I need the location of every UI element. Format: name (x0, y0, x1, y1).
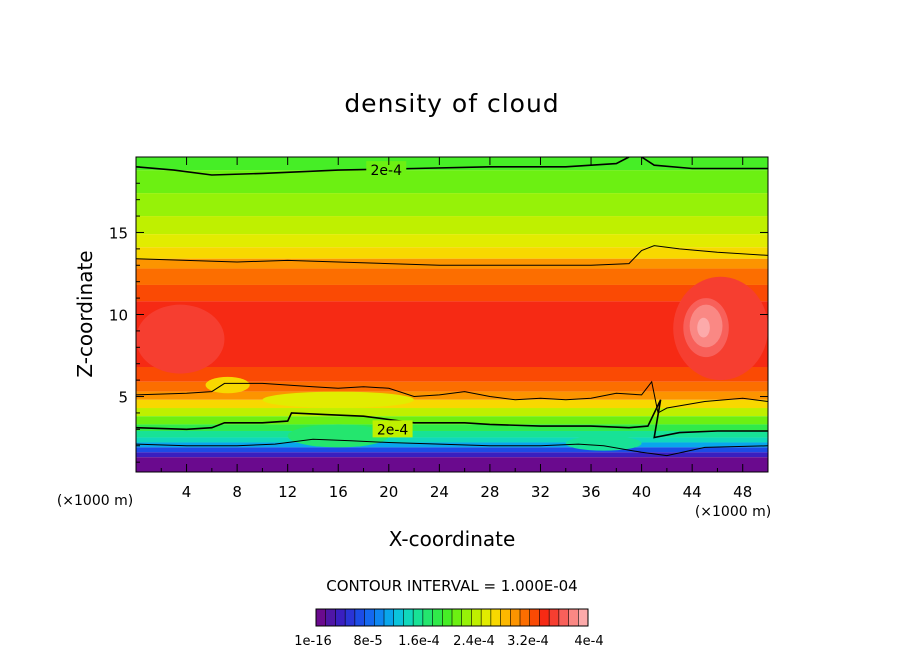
x-tick-label: 36 (581, 483, 600, 501)
colorbar-swatch (471, 609, 482, 626)
field-band (136, 216, 768, 235)
chart-title: density of cloud (344, 89, 559, 118)
colorbar-swatch (403, 609, 414, 626)
colorbar-tick-label: 2.4e-4 (453, 634, 495, 649)
colorbar-swatch (335, 609, 346, 626)
colorbar-swatch (442, 609, 453, 626)
x-axis-label: X-coordinate (389, 527, 516, 551)
y-axis: 5 10 15 (109, 166, 768, 463)
colorbar-swatch (568, 609, 579, 626)
field-band (136, 367, 768, 382)
colorbar-tick-label: 1.6e-4 (398, 634, 440, 649)
contour-line (136, 438, 768, 457)
colorbar-swatch (422, 609, 433, 626)
colorbar-swatch (325, 609, 336, 626)
x-tick-label: 20 (379, 483, 398, 501)
colorbar-swatch (520, 609, 531, 626)
contour-label: 2e-4 (371, 163, 403, 179)
field-feature (262, 391, 415, 409)
colorbar-swatch (413, 609, 424, 626)
colorbar-tick-label: 3.2e-4 (507, 634, 549, 649)
field-band (136, 234, 768, 248)
plot-area (136, 157, 768, 472)
colorbar-swatch (374, 609, 385, 626)
field-feature (136, 304, 225, 374)
y-tick-label: 15 (109, 224, 128, 242)
colorbar-swatch (578, 609, 589, 626)
x-unit-left: (×1000 m) (57, 493, 133, 509)
field-band (136, 408, 768, 417)
contour-line (641, 157, 768, 170)
field-band (136, 284, 768, 302)
x-tick-label: 48 (733, 483, 752, 501)
x-tick-label: 16 (329, 483, 348, 501)
field-band (136, 157, 768, 171)
colorbar-frame (315, 608, 589, 627)
field-band (136, 437, 768, 443)
colorbar-swatch (539, 609, 550, 626)
contour-label-bg (366, 161, 407, 179)
colorbar-swatch (558, 609, 569, 626)
colorbar-swatch (364, 609, 375, 626)
x-tick-label: 8 (232, 483, 242, 501)
x-tick-label: 24 (430, 483, 449, 501)
field-band (136, 268, 768, 285)
colorbar-swatch (393, 609, 404, 626)
field-band (136, 457, 768, 472)
colorbar-tick-label: 8e-5 (353, 634, 382, 649)
x-tick-label: 44 (683, 483, 702, 501)
field-band (136, 416, 768, 425)
y-tick-label: 10 (109, 307, 128, 325)
colorbar-tick-label: 4e-4 (574, 634, 603, 649)
field-band (136, 193, 768, 217)
colorbar-swatch (452, 609, 463, 626)
colorbar-swatch (529, 609, 540, 626)
colorbar-swatch (510, 609, 521, 626)
field-band (136, 381, 768, 392)
field-feature (205, 376, 250, 394)
colorbar-swatch (354, 609, 365, 626)
field-band (136, 452, 768, 458)
contour-line (136, 245, 768, 266)
contour-interval-text: CONTOUR INTERVAL = 1.000E-04 (326, 577, 577, 595)
field-band (136, 301, 768, 367)
x-tick-label: 40 (632, 483, 651, 501)
colorbar-labels: 1e-16 8e-5 1.6e-4 2.4e-4 3.2e-4 4e-4 (294, 634, 603, 649)
field-band (136, 247, 768, 259)
y-tick-label: 5 (118, 389, 128, 407)
field-band (136, 170, 768, 194)
contour-line (136, 399, 768, 439)
x-tick-label: 32 (531, 483, 550, 501)
colorbar-swatch (384, 609, 395, 626)
colorbar-tick-label: 1e-16 (294, 634, 332, 649)
y-axis-label: Z-coordinate (73, 250, 97, 377)
colorbar-swatch (432, 609, 443, 626)
x-unit-right: (×1000 m) (695, 504, 771, 520)
colorbar-swatch (490, 609, 501, 626)
colorbar-swatch (481, 609, 492, 626)
colorbar-swatch (549, 609, 560, 626)
colorbar-swatch (345, 609, 356, 626)
field-band (136, 424, 768, 431)
field-band (136, 391, 768, 400)
colorbar-swatch (316, 609, 327, 626)
colorbar-swatch (500, 609, 511, 626)
x-tick-label: 12 (278, 483, 297, 501)
field-feature (565, 435, 642, 451)
x-axis: 4 8 12 16 20 24 28 32 36 40 44 48 (160, 157, 752, 501)
contour-label: 2e-4 (377, 422, 409, 438)
field-band (136, 258, 768, 269)
colorbar-swatch (461, 609, 472, 626)
field-band (136, 430, 768, 438)
field-band (136, 447, 768, 453)
contour-label-bg (372, 420, 413, 438)
field-feature (697, 317, 710, 338)
colorbar (315, 608, 589, 627)
x-tick-label: 4 (182, 483, 192, 501)
field-band (136, 399, 768, 409)
x-tick-label: 28 (480, 483, 499, 501)
